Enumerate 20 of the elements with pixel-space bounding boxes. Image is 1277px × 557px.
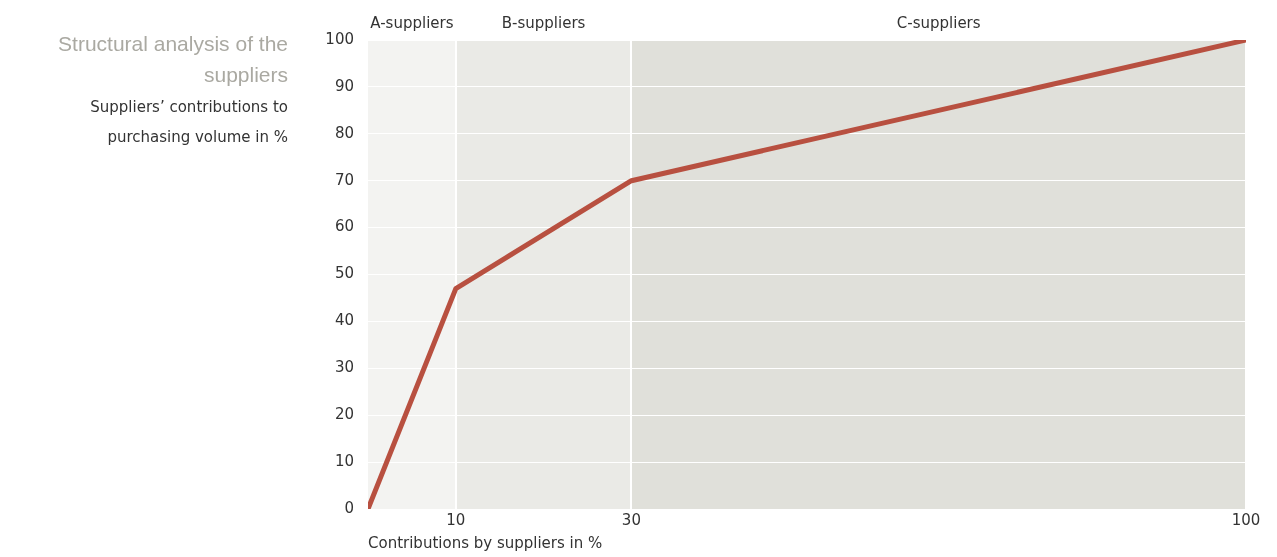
x-tick-label: 10 [446,510,466,529]
x-axis-title: Contributions by suppliers in % [368,533,603,552]
text: Structural analysis of the suppliers [57,31,288,88]
y-tick-label: 60 [334,217,354,236]
y-axis-title: Suppliers’ contributions to purchasing volume in % [89,97,288,148]
y-tick-label: 0 [344,498,354,517]
y-tick-label: 50 [334,264,354,283]
y-tick-label: 100 [325,29,354,48]
x-tick-label: 30 [621,510,641,529]
y-tick-label: 20 [334,405,354,424]
x-tick-label: 100 [1231,510,1261,529]
y-tick-label: 10 [334,451,354,470]
band-label: C-suppliers [896,14,981,33]
y-tick-label: 70 [334,170,354,189]
y-tick-label: 30 [334,358,354,377]
y-tick-label: 90 [334,76,354,95]
band-label: A-suppliers [370,14,454,33]
y-tick-label: 40 [334,311,354,330]
band-label: B-suppliers [501,14,586,33]
y-tick-label: 80 [334,123,354,142]
